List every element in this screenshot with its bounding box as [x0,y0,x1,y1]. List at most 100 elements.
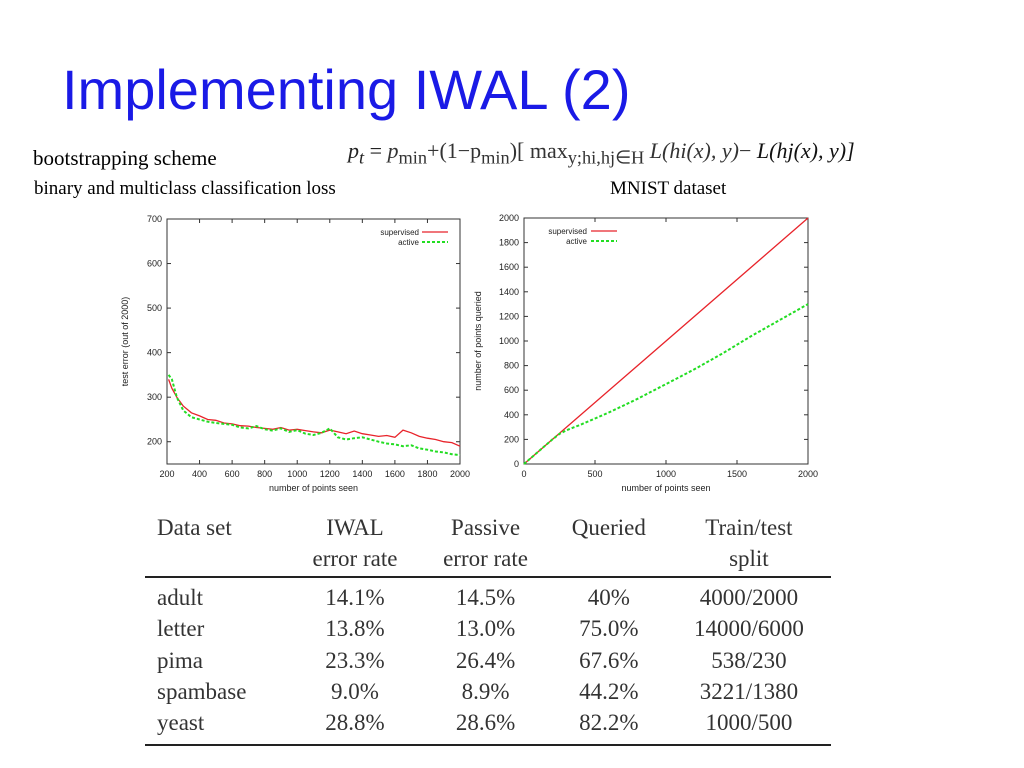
table-header-row: Data set IWAL error rate Passive error rat… [145,510,831,578]
y-axis-label: number of points queried [473,291,483,391]
table-cell-dataset: spambase [157,678,247,704]
y-tick-label: 400 [147,348,162,358]
formula-max-sub: y;hi,hj∈H [567,147,645,168]
table-cell-iwal: 9.0% [331,678,379,704]
x-tick-label: 1500 [727,469,747,479]
y-tick-label: 500 [147,303,162,313]
formula-pmin: p [387,138,399,163]
legend-label-active: active [566,237,587,246]
x-tick-label: 1000 [656,469,676,479]
table-header-cell: Train/test split [705,515,793,572]
slide-title: Implementing IWAL (2) [62,58,631,121]
query-probability-formula: pt = pmin+(1−pmin)[ maxy;hi,hj∈H L(hi(x)… [348,138,855,168]
formula-bracket: )[ max [509,138,568,163]
x-tick-label: 2000 [798,469,818,479]
table-cell-split: 538/230 [711,647,787,673]
formula-middle-sub: min [481,147,510,168]
x-axis-label: number of points seen [269,483,358,493]
x-tick-label: 1800 [417,469,437,479]
x-tick-label: 400 [192,469,207,479]
x-tick-label: 2000 [450,469,470,479]
formula-lhs-sub: t [359,147,365,168]
table-cell-dataset: pima [157,647,203,673]
y-tick-label: 600 [504,385,519,395]
series-line-supervised [523,217,809,465]
y-tick-label: 1000 [499,336,519,346]
y-tick-label: 0 [514,459,519,469]
table-row: pima 23.3% 26.4% 67.6% 538/230 [145,645,831,676]
bootstrapping-label: bootstrapping scheme [33,146,217,170]
formula-eq: = [364,138,388,163]
table-cell-split: 3221/1380 [699,678,799,704]
table-cell-queried: 44.2% [579,678,639,704]
y-tick-label: 1400 [499,287,519,297]
formula-minus: − [738,138,752,163]
formula-pmin-sub: min [398,147,428,168]
table-cell-passive: 26.4% [455,647,516,673]
table-cell-split: 4000/2000 [699,585,799,611]
series-line-active [523,303,809,465]
table-header-cell: Data set [157,515,232,540]
formula-lhs: p [348,138,359,163]
table-row: letter 13.8% 13.0% 75.0% 14000/6000 [145,613,831,644]
loss-label: binary and multiclass classification los… [34,178,336,199]
points-queried-chart: 0 500 1000 1500 2000 0 200 400 600 800 1000 1200 140… [473,213,818,493]
x-tick-label: 1200 [320,469,340,479]
x-tick-label: 0 [521,469,526,479]
table-cell-dataset: letter [157,616,205,642]
legend-label-supervised: supervised [380,228,419,237]
legend-label-supervised: supervised [548,227,587,236]
series-line-supervised [167,379,461,447]
dataset-label: MNIST dataset [610,178,727,199]
formula-middle: +(1−p [427,138,482,163]
table-cell-iwal: 28.8% [325,710,385,736]
table-row: spambase 9.0% 8.9% 44.2% 3221/1380 [145,676,831,707]
y-tick-label: 200 [504,434,519,444]
table-header-cell: Queried [571,515,646,540]
table-cell-dataset: yeast [157,710,205,736]
table-cell-passive: 14.5% [455,585,516,611]
test-error-chart: 200 400 600 800 1000 1200 1400 1600 1800 2000 200 3… [120,214,470,493]
table-cell-queried: 75.0% [579,616,639,642]
table-cell-queried: 40% [587,585,630,611]
y-tick-label: 2000 [499,213,519,223]
y-tick-label: 300 [147,392,162,402]
formula-loss2: L(hj(x), y)] [751,138,855,163]
x-tick-label: 800 [257,469,272,479]
y-tick-label: 200 [147,437,162,447]
table-cell-iwal: 23.3% [325,647,385,673]
y-axis-label: test error (out of 2000) [120,297,130,387]
formula-rhs: pmin+(1−pmin)[ maxy;hi,hj∈H L(hi(x), y)−… [387,138,855,167]
y-tick-label: 400 [504,410,519,420]
table-header-cell: IWAL error rate [312,515,398,572]
y-tick-label: 700 [147,214,162,224]
table-cell-split: 1000/500 [705,710,793,736]
x-tick-label: 600 [225,469,240,479]
table-cell-dataset: adult [157,585,203,611]
results-table: Data set IWAL error rate Passive error rat… [145,510,831,746]
y-tick-label: 1800 [499,238,519,248]
y-tick-label: 1200 [499,311,519,321]
table-cell-queried: 67.6% [579,647,639,673]
y-tick-label: 800 [504,361,519,371]
table-cell-split: 14000/6000 [693,616,804,642]
formula-loss1: L(hi(x), y) [644,138,739,163]
x-tick-label: 1400 [352,469,372,479]
table-cell-passive: 8.9% [461,678,510,704]
table-cell-passive: 28.6% [455,710,516,736]
legend-label-active: active [398,238,419,247]
x-axis-label: number of points seen [621,483,710,493]
y-tick-label: 1600 [499,262,519,272]
plot-frame [166,218,461,465]
series-line-active [167,374,461,457]
table-cell-iwal: 13.8% [325,616,385,642]
table-header-cell: Passive error rate [443,515,528,572]
table-cell-iwal: 14.1% [325,585,385,611]
x-tick-label: 1000 [287,469,307,479]
table-cell-queried: 82.2% [579,710,639,736]
x-tick-label: 500 [587,469,602,479]
table-row: yeast 28.8% 28.6% 82.2% 1000/500 [145,707,831,746]
y-tick-label: 600 [147,259,162,269]
x-tick-label: 200 [159,469,174,479]
x-tick-label: 1600 [385,469,405,479]
